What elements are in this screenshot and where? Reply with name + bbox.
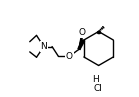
Text: O: O	[78, 28, 85, 37]
Text: Cl: Cl	[94, 84, 103, 93]
Text: O: O	[66, 52, 73, 61]
Text: H: H	[92, 75, 99, 84]
Text: N: N	[40, 42, 47, 51]
